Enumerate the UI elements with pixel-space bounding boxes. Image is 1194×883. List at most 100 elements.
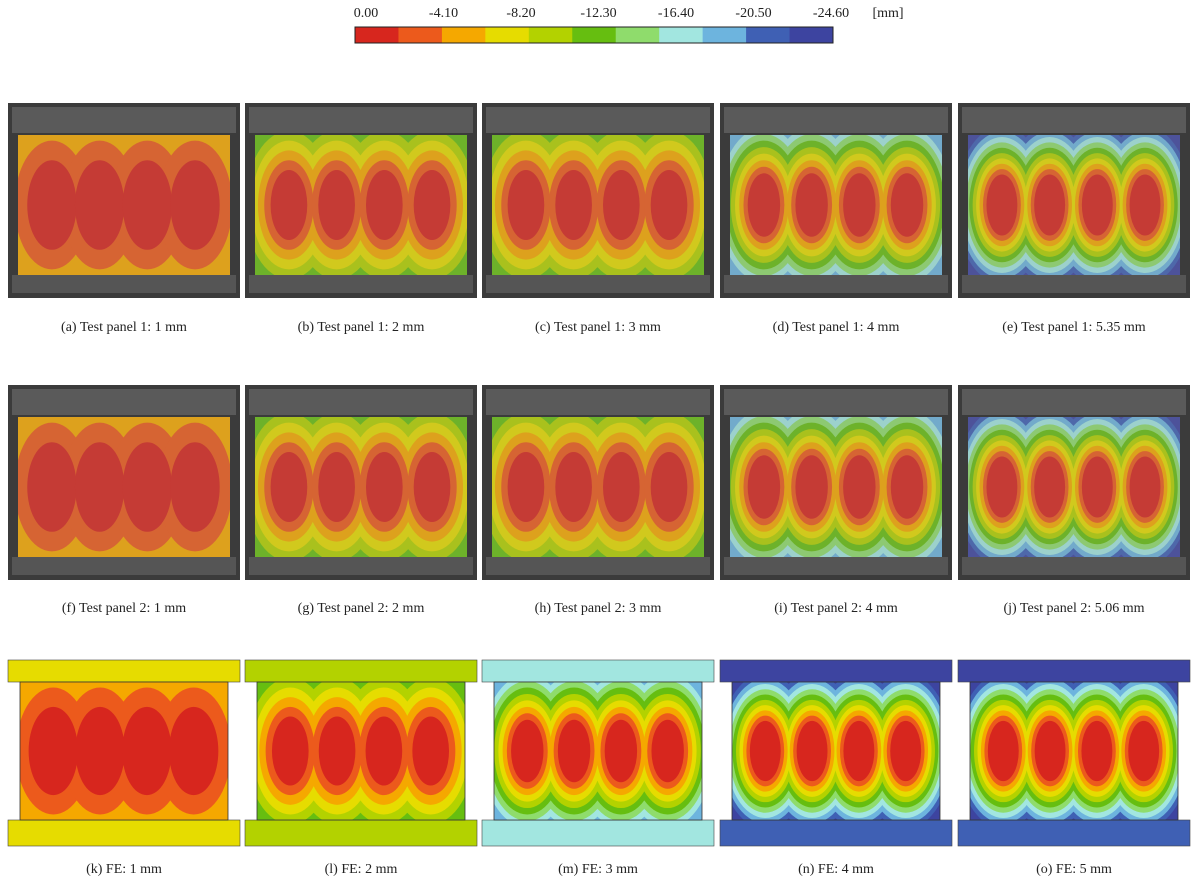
photo-beam (724, 389, 948, 415)
contour-band (1034, 174, 1066, 236)
colorbar-tick-label: -24.60 (813, 6, 849, 21)
photo-beam (249, 107, 473, 133)
photo-beam (962, 557, 1186, 575)
displacement-field (730, 135, 942, 275)
contour-band (511, 719, 544, 783)
displacement-field (732, 682, 940, 820)
displacement-field (494, 682, 702, 820)
photo-beam (12, 275, 236, 293)
contour-band (412, 716, 450, 786)
panel (8, 103, 240, 298)
contour-band (318, 452, 355, 522)
contour-band (650, 452, 688, 522)
photo-beam (249, 275, 473, 293)
contour-band (318, 716, 356, 786)
contour-band (796, 720, 828, 782)
contour-band (890, 173, 924, 237)
fe-plate (244, 659, 478, 683)
contour-band (1081, 720, 1113, 782)
photo-beam (12, 389, 236, 415)
panel-caption: (a) Test panel 1: 1 mm (61, 320, 187, 335)
colorbar-segment (615, 27, 660, 43)
displacement-field (970, 682, 1178, 820)
contour-band (795, 455, 828, 519)
colorbar-segment (746, 27, 791, 43)
contour-band (986, 174, 1018, 236)
contour-band (74, 442, 125, 532)
contour-band (843, 455, 876, 519)
contour-band (75, 706, 125, 796)
contour-band (986, 456, 1018, 518)
contour-band (122, 706, 172, 796)
panel-caption: (d) Test panel 1: 4 mm (773, 320, 900, 335)
contour-band (602, 170, 640, 240)
fe-outline (256, 681, 466, 821)
fe-plate (719, 819, 953, 847)
photo-beam (962, 389, 1186, 415)
fe-plate (244, 819, 478, 847)
contour-band (987, 720, 1019, 782)
panel-caption: (l) FE: 2 mm (325, 862, 398, 877)
colorbar-unit: [mm] (872, 6, 903, 21)
contour-band (747, 455, 781, 519)
contour-band (74, 160, 125, 250)
contour-band (170, 442, 220, 532)
contour-band (27, 442, 77, 532)
contour-band (795, 173, 828, 237)
fe-plate (481, 819, 715, 847)
contour-band (843, 173, 876, 237)
panel (482, 103, 714, 298)
panel-caption: (n) FE: 4 mm (798, 862, 874, 877)
panel-caption: (k) FE: 1 mm (86, 862, 162, 877)
displacement-field (492, 135, 704, 275)
contour-band (27, 160, 77, 250)
fe-plate (957, 659, 1191, 683)
panel (244, 659, 478, 847)
contour-band (1034, 720, 1066, 782)
contour-band (1129, 174, 1161, 236)
photo-beam (962, 275, 1186, 293)
contour-band (413, 170, 451, 240)
fe-outline (19, 681, 229, 821)
panel (958, 103, 1190, 298)
contour-band (365, 452, 403, 522)
contour-band (170, 160, 220, 250)
contour-band (169, 706, 219, 796)
contour-band (1081, 174, 1113, 236)
photo-beam (249, 557, 473, 575)
colorbar-tick-label: -8.20 (506, 6, 535, 21)
colorbar-segment (485, 27, 530, 43)
colorbar-segment (702, 27, 747, 43)
contour-band (270, 452, 308, 522)
contour-band (555, 170, 592, 240)
photo-beam (486, 389, 710, 415)
contour-band (1128, 720, 1160, 782)
colorbar-segment (441, 27, 486, 43)
panel (245, 103, 477, 298)
contour-band (890, 720, 922, 782)
panel (720, 103, 952, 298)
contour-band (1034, 456, 1066, 518)
contour-band (747, 173, 781, 237)
panel-caption: (f) Test panel 2: 1 mm (62, 601, 186, 616)
panel-caption: (e) Test panel 1: 5.35 mm (1002, 320, 1146, 335)
colorbar-tick-label: -20.50 (735, 6, 771, 21)
panel-caption: (j) Test panel 2: 5.06 mm (1003, 601, 1144, 616)
colorbar-segment (355, 27, 399, 43)
contour-band (604, 719, 638, 783)
colorbar-segment (398, 27, 443, 43)
displacement-field (968, 417, 1180, 557)
contour-band (28, 706, 78, 796)
photo-beam (724, 107, 948, 133)
contour-band (1129, 456, 1161, 518)
displacement-field (257, 682, 465, 820)
displacement-field (730, 417, 942, 557)
displacement-field (255, 135, 467, 275)
contour-band (557, 719, 591, 783)
contour-band (270, 170, 308, 240)
colorbar-segment (659, 27, 704, 43)
fe-outline (493, 681, 703, 821)
fe-plate (957, 819, 1191, 847)
contour-band (365, 170, 403, 240)
